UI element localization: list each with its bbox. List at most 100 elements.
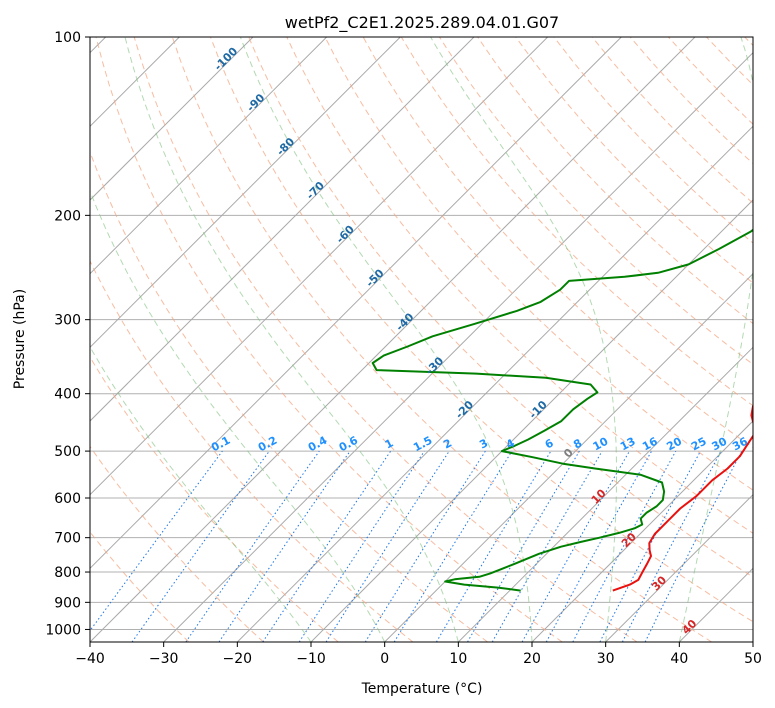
moist-adiabat-line	[239, 37, 533, 642]
dry-adiabat-line	[706, 37, 753, 86]
x-tick-label: −20	[223, 651, 253, 667]
isotherm-label: 30	[649, 573, 669, 593]
isotherm-line	[90, 37, 328, 275]
isotherm-line	[310, 199, 753, 642]
isotherm-label: -100	[212, 44, 241, 73]
isotherm-line	[678, 567, 753, 642]
mixing-ratio-line	[90, 450, 223, 632]
dry-adiabat-line	[90, 531, 190, 642]
mixing-ratio-label: 10	[591, 435, 611, 454]
isotherm-line	[752, 641, 753, 642]
dry-adiabat-line	[210, 37, 753, 623]
x-tick-label: −40	[75, 651, 105, 667]
chart-title: wetPf2_C2E1.2025.289.04.01.G07	[285, 13, 559, 33]
moist-adiabat-line	[90, 189, 386, 642]
mixing-ratio-line	[325, 450, 450, 642]
mixing-ratio-label: 20	[664, 435, 684, 454]
temperature-profile-line	[612, 404, 753, 592]
isotherm-label: -10	[527, 398, 550, 421]
mixing-ratio-line	[364, 450, 486, 642]
y-tick-label: 300	[54, 313, 81, 329]
mixing-ratio-line	[131, 450, 270, 642]
x-tick-label: 50	[744, 651, 762, 667]
moist-adiabat-line	[90, 345, 312, 642]
dry-adiabat-line	[668, 37, 753, 125]
mixing-ratio-line	[545, 450, 653, 642]
plot-frame	[89, 36, 754, 643]
mixing-ratio-line	[298, 450, 425, 642]
y-tick-label: 500	[54, 444, 81, 460]
dry-adiabat-line	[90, 356, 339, 642]
isotherm-label: -70	[304, 179, 327, 202]
mixing-ratio-line	[572, 450, 677, 642]
mixing-ratio-line	[521, 450, 630, 642]
isotherm-line	[457, 346, 753, 642]
y-tick-label: 1000	[45, 622, 81, 638]
isotherm-line	[90, 37, 622, 570]
isotherm-line	[605, 493, 753, 642]
isotherm-line	[90, 37, 475, 422]
dewpoint-profile-line	[371, 228, 753, 592]
mixing-ratio-label: 6	[543, 436, 556, 451]
mixing-ratio-label: 30	[710, 435, 730, 454]
mixing-ratio-line	[262, 450, 392, 642]
isotherm-line	[531, 420, 753, 642]
mixing-ratio-line	[185, 450, 320, 642]
mixing-ratio-label: 16	[640, 435, 660, 454]
isotherm-line	[90, 37, 401, 349]
dry-adiabat-line	[90, 445, 264, 642]
dry-adiabat-line	[591, 37, 753, 204]
x-tick-label: 30	[597, 651, 615, 667]
dry-adiabat-line	[133, 37, 638, 642]
isotherm-line	[236, 125, 753, 642]
y-tick-label: 700	[54, 531, 81, 547]
isotherm-label: 40	[679, 617, 699, 637]
plot-area	[90, 37, 753, 642]
dry-adiabat-line	[553, 37, 753, 244]
dry-adiabat-line	[515, 37, 753, 284]
y-tick-label: 600	[54, 491, 81, 507]
y-tick-label: 200	[54, 208, 81, 224]
y-axis-label: Pressure (hPa)	[12, 289, 28, 389]
moist-adiabat-line	[678, 37, 753, 642]
y-tick-label: 100	[54, 30, 81, 46]
x-tick-label: 40	[670, 651, 688, 667]
mixing-ratio-line	[435, 450, 552, 642]
x-axis-label: Temperature (°C)	[361, 681, 483, 697]
mixing-ratio-label: 25	[689, 435, 709, 454]
mixing-ratio-line	[644, 450, 743, 642]
y-tick-label: 900	[54, 595, 81, 611]
isotherm-label: -40	[393, 310, 416, 333]
x-tick-label: −30	[149, 651, 179, 667]
dry-adiabat-line	[286, 37, 753, 534]
isotherm-label: -80	[274, 135, 297, 158]
mixing-ratio-line	[393, 450, 513, 642]
isotherm-label: -60	[334, 223, 357, 246]
moist-adiabat-line	[752, 640, 753, 642]
isotherm-line	[90, 37, 696, 642]
y-tick-label: 400	[54, 387, 81, 403]
moist-adiabat-line	[430, 37, 617, 642]
isotherm-line	[90, 37, 254, 201]
x-tick-label: 10	[449, 651, 467, 667]
x-tick-label: −10	[296, 651, 326, 667]
mixing-ratio-label: 13	[618, 435, 638, 454]
isotherm-label: 10	[589, 486, 609, 506]
dry-adiabat-line	[171, 37, 712, 642]
isotherm-line	[90, 37, 549, 496]
dry-adiabat-line	[324, 37, 753, 491]
isotherm-label: -50	[363, 266, 386, 289]
isotherm-label: -30	[423, 354, 446, 377]
axes: −40 −30 −20 −10 0 10 20 30 40 50 100 200 300 400 500 60…	[45, 30, 762, 667]
y-tick-label: 800	[54, 565, 81, 581]
mixing-ratio-line	[218, 450, 351, 642]
isotherm-label: -20	[453, 398, 476, 421]
x-tick-label: 0	[380, 651, 389, 667]
x-tick-label: 20	[523, 651, 541, 667]
dry-adiabat-line	[90, 259, 414, 642]
dry-adiabat-line	[248, 37, 753, 578]
isotherm-line	[163, 51, 753, 642]
isotherm-line	[384, 272, 753, 642]
moist-adiabat-line	[124, 37, 459, 642]
